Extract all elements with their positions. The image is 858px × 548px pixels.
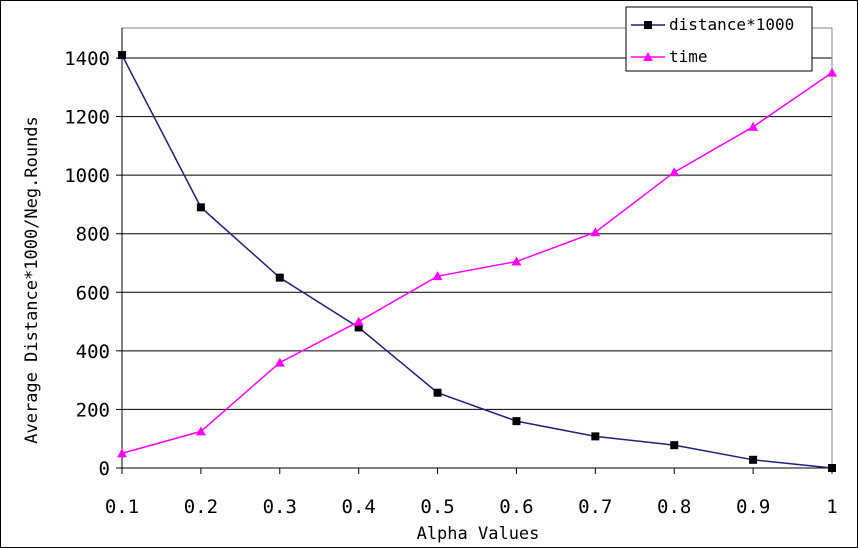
- x-axis-ticks: 0.1 0.2 0.3 0.4 0.5 0.6 0.7 0.8 0.9 1: [105, 468, 838, 518]
- x-tick-label: 0.4: [342, 496, 376, 518]
- x-tick-label: 0.5: [420, 496, 454, 518]
- legend-label-time: time: [669, 47, 708, 66]
- plot-border: [121, 27, 833, 469]
- data-point-distance: [828, 464, 836, 472]
- legend-label-distance: distance*1000: [669, 15, 794, 34]
- x-tick-label: 1: [826, 496, 837, 518]
- legend-box: [625, 6, 813, 72]
- data-point-time: [117, 448, 127, 458]
- x-tick-label: 0.7: [578, 496, 612, 518]
- gridlines: [122, 57, 832, 410]
- y-axis-ticks: 0 200 400 600 800 1000 1200 1400: [64, 48, 122, 480]
- y-axis-label: Average Distance*1000/Neg.Rounds: [22, 116, 42, 444]
- x-tick-label: 0.3: [263, 496, 297, 518]
- x-tick-label: 0.6: [499, 496, 533, 518]
- series-line-distance: [121, 54, 833, 469]
- data-point-time: [748, 121, 759, 131]
- data-point-time: [827, 67, 837, 77]
- x-axis-label: Alpha Values: [417, 524, 540, 544]
- data-point-time: [353, 316, 364, 326]
- y-tick-label: 1200: [64, 107, 110, 129]
- data-point-distance: [118, 51, 126, 60]
- data-point-distance: [670, 441, 679, 450]
- y-tick-label: 0: [99, 458, 110, 480]
- y-tick-label: 1000: [64, 165, 110, 187]
- data-point-time: [432, 271, 443, 281]
- data-point-time: [669, 167, 680, 177]
- y-tick-label: 400: [76, 341, 110, 363]
- data-point-distance: [196, 203, 205, 212]
- data-point-distance: [591, 432, 600, 441]
- legend-marker-distance: [644, 21, 652, 29]
- x-tick-label: 0.2: [184, 496, 218, 518]
- series-line-time: [121, 72, 833, 455]
- data-point-distance: [275, 273, 284, 282]
- x-tick-label: 0.8: [657, 496, 691, 518]
- y-tick-label: 800: [76, 224, 110, 246]
- data-point-distance: [512, 417, 521, 426]
- data-point-distance: [433, 388, 442, 397]
- data-point-time: [195, 426, 206, 436]
- x-tick-label: 0.1: [105, 496, 139, 518]
- series-lines: [121, 54, 833, 469]
- y-tick-label: 200: [76, 399, 110, 421]
- data-point-distance: [354, 323, 363, 332]
- y-tick-label: 600: [76, 282, 110, 304]
- data-point-time: [511, 256, 522, 266]
- x-tick-label: 0.9: [736, 496, 770, 518]
- y-tick-label: 1400: [64, 48, 110, 70]
- data-point-distance: [749, 455, 758, 464]
- series-markers: [117, 51, 837, 472]
- data-point-time: [590, 227, 601, 237]
- legend-marker-time: [643, 52, 653, 61]
- legend: distance*1000 time: [625, 6, 813, 72]
- data-point-time: [274, 357, 285, 367]
- plot-area: [121, 27, 833, 469]
